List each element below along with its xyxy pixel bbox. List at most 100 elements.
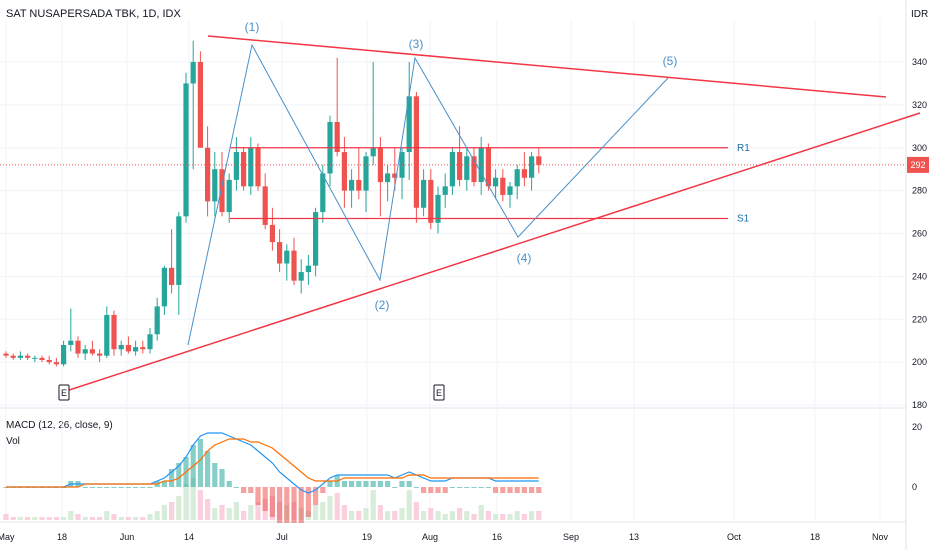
volume-bar	[169, 502, 175, 520]
time-tick-label: Nov	[872, 532, 889, 542]
candle-body	[370, 147, 376, 157]
volume-bar	[104, 511, 110, 520]
macd-histogram-bar	[457, 487, 463, 488]
volume-bar	[212, 508, 218, 520]
volume-bar	[377, 505, 383, 520]
price-tick-label: 200	[912, 357, 927, 367]
time-tick-label: Jul	[276, 532, 288, 542]
volume-bar	[320, 502, 326, 520]
macd-indicator-label[interactable]: MACD (12, 26, close, 9)	[6, 420, 113, 431]
price-tick-label: 220	[912, 314, 927, 324]
currency-label: IDR	[911, 9, 929, 20]
volume-bar	[133, 517, 139, 520]
volume-bar	[25, 517, 31, 520]
macd-histogram-bar	[478, 487, 484, 488]
candle-body	[17, 355, 23, 358]
current-price-text: 292	[910, 160, 925, 170]
candle-body	[262, 186, 268, 225]
candle-body	[493, 177, 499, 187]
resistance-label: R1	[737, 143, 750, 154]
price-tick-label: 300	[912, 143, 927, 153]
macd-histogram-bar	[104, 487, 110, 488]
macd-histogram-bar	[248, 487, 254, 493]
volume-bar	[46, 517, 52, 520]
volume-bar	[248, 505, 254, 520]
wave-label: (4)	[517, 251, 532, 265]
macd-histogram-bar	[529, 487, 535, 493]
candle-body	[3, 353, 9, 356]
current-price-badge	[907, 156, 929, 173]
candle-body	[154, 306, 160, 335]
candle-body	[255, 147, 261, 187]
macd-histogram-bar	[118, 487, 124, 488]
macd-histogram-bar	[233, 487, 239, 488]
volume-bar	[521, 514, 527, 520]
candle-body	[500, 177, 506, 195]
macd-histogram-bar	[97, 487, 103, 488]
candle-body	[291, 250, 297, 281]
wave-label: (2)	[375, 298, 390, 312]
candle-body	[356, 179, 362, 191]
candle-body	[133, 347, 139, 352]
macd-histogram-bar	[205, 451, 211, 487]
macd-histogram-bar	[298, 487, 304, 523]
volume-bar	[118, 517, 124, 520]
volume-bar	[421, 511, 427, 520]
macd-histogram-bar	[313, 487, 319, 505]
candle-body	[435, 194, 441, 223]
candle-body	[392, 173, 398, 178]
macd-histogram-bar	[133, 487, 139, 488]
candle-body	[536, 156, 542, 165]
candle-body	[10, 355, 16, 358]
macd-histogram-bar	[442, 487, 448, 493]
volume-indicator-label[interactable]: Vol	[6, 436, 20, 447]
volume-bar	[241, 511, 247, 520]
volume-bar	[536, 511, 542, 520]
candle-body	[233, 152, 239, 180]
candle-body	[284, 250, 290, 264]
volume-bar	[471, 514, 477, 520]
event-marker-label: E	[436, 388, 442, 398]
candle-body	[413, 96, 419, 208]
time-tick-label: 18	[57, 532, 67, 542]
candle-body	[449, 152, 455, 187]
price-tick-label: 320	[912, 100, 927, 110]
macd-histogram-bar	[370, 481, 376, 487]
candle-body	[32, 357, 38, 359]
candle-body	[75, 340, 81, 354]
macd-histogram-bar	[464, 487, 470, 488]
volume-bar	[125, 517, 131, 520]
volume-bar	[219, 505, 225, 520]
candle-body	[529, 156, 535, 178]
volume-bar	[97, 517, 103, 520]
volume-bar	[529, 511, 535, 520]
volume-bar	[449, 511, 455, 520]
macd-histogram-bar	[226, 481, 232, 487]
candle-body	[269, 224, 275, 243]
candle-body	[241, 152, 247, 187]
candle-body	[219, 169, 225, 213]
event-marker-label: E	[61, 388, 67, 398]
volume-bar	[154, 511, 160, 520]
macd-histogram-bar	[521, 487, 527, 493]
event-marker-box	[58, 384, 70, 401]
price-tick-label: 280	[912, 186, 927, 196]
volume-bar	[233, 502, 239, 520]
candle-body	[140, 347, 146, 350]
macd-histogram-bar	[305, 487, 311, 517]
candle-body	[118, 344, 124, 350]
macd-histogram-bar	[269, 487, 275, 517]
candle-body	[104, 314, 110, 356]
candle-body	[377, 147, 383, 183]
macd-histogram-bar	[255, 487, 261, 505]
macd-histogram-bar	[277, 487, 283, 523]
volume-bar	[442, 514, 448, 520]
time-tick-label: Jun	[120, 532, 135, 542]
volume-bar	[493, 514, 499, 520]
macd-histogram-bar	[385, 481, 391, 487]
candle-body	[349, 179, 355, 191]
candle-body	[176, 216, 182, 285]
candle-body	[421, 179, 427, 208]
volume-bar	[370, 490, 376, 520]
